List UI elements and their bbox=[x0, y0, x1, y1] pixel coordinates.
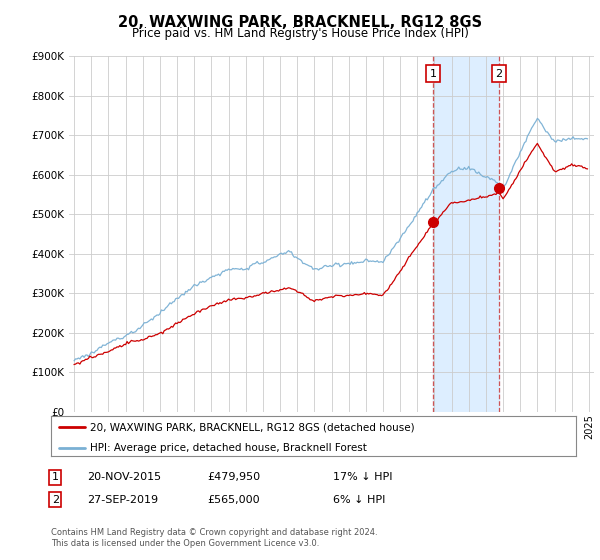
Text: 2: 2 bbox=[495, 69, 502, 79]
Bar bbox=[433, 56, 499, 412]
Text: 20, WAXWING PARK, BRACKNELL, RG12 8GS (detached house): 20, WAXWING PARK, BRACKNELL, RG12 8GS (d… bbox=[91, 422, 415, 432]
Text: 17% ↓ HPI: 17% ↓ HPI bbox=[333, 472, 392, 482]
Text: 20, WAXWING PARK, BRACKNELL, RG12 8GS: 20, WAXWING PARK, BRACKNELL, RG12 8GS bbox=[118, 15, 482, 30]
Text: 20-NOV-2015: 20-NOV-2015 bbox=[87, 472, 161, 482]
Text: HPI: Average price, detached house, Bracknell Forest: HPI: Average price, detached house, Brac… bbox=[91, 442, 367, 452]
Text: 1: 1 bbox=[52, 472, 59, 482]
Text: 6% ↓ HPI: 6% ↓ HPI bbox=[333, 494, 385, 505]
Text: 2: 2 bbox=[52, 494, 59, 505]
Text: £565,000: £565,000 bbox=[207, 494, 260, 505]
Text: Contains HM Land Registry data © Crown copyright and database right 2024.
This d: Contains HM Land Registry data © Crown c… bbox=[51, 528, 377, 548]
Text: 1: 1 bbox=[430, 69, 437, 79]
Text: £479,950: £479,950 bbox=[207, 472, 260, 482]
Text: Price paid vs. HM Land Registry's House Price Index (HPI): Price paid vs. HM Land Registry's House … bbox=[131, 27, 469, 40]
Text: 27-SEP-2019: 27-SEP-2019 bbox=[87, 494, 158, 505]
